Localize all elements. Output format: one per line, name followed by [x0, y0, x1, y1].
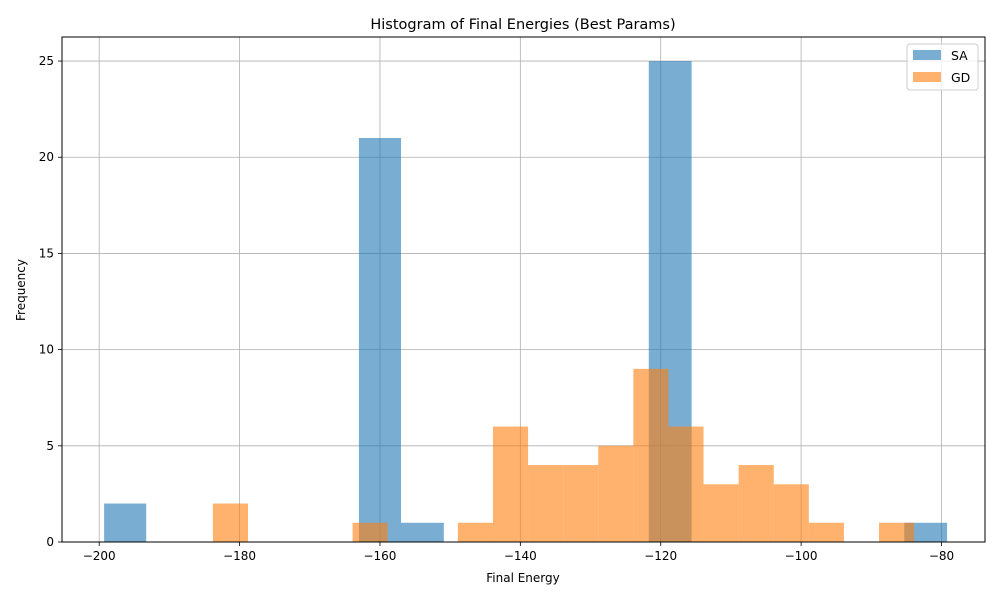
- y-tick-label: 15: [39, 246, 54, 260]
- bar-gd-12: [808, 522, 844, 542]
- y-axis-ticks: 0 5 10 15 20 25: [39, 54, 62, 549]
- y-tick-label: 20: [39, 150, 54, 164]
- y-axis-label: Frequency: [14, 259, 28, 321]
- bar-sa-2: [401, 522, 444, 542]
- bar-gd-3: [492, 426, 529, 542]
- x-tick-label: −80: [929, 549, 954, 563]
- y-tick-label: 5: [46, 439, 54, 453]
- legend-swatch-gd: [913, 72, 941, 82]
- x-tick-label: −180: [223, 549, 256, 563]
- bar-gd-9: [703, 484, 739, 542]
- bar-gd-0: [212, 503, 249, 542]
- bar-sa-4: [904, 522, 948, 542]
- legend-label-sa: SA: [951, 48, 968, 63]
- x-axis-label: Final Energy: [486, 571, 559, 585]
- bar-gd-8: [668, 426, 704, 542]
- bar-gd-7: [633, 368, 669, 542]
- plot-frame: [61, 36, 986, 543]
- x-tick-label: −200: [83, 549, 116, 563]
- x-tick-label: −140: [504, 549, 537, 563]
- y-tick-label: 0: [46, 535, 54, 549]
- bar-gd-2: [457, 522, 493, 542]
- legend-swatch-sa: [913, 50, 941, 60]
- bar-sa-1: [358, 138, 402, 542]
- legend-label-gd: GD: [951, 70, 970, 85]
- x-tick-label: −120: [644, 549, 677, 563]
- bar-gd-1: [352, 522, 388, 542]
- x-tick-label: −160: [363, 549, 396, 563]
- bar-sa-0: [104, 503, 147, 542]
- bar-gd-5: [563, 465, 599, 542]
- bar-gd-4: [528, 465, 564, 542]
- y-tick-label: 10: [39, 343, 54, 357]
- bar-gd-6: [598, 445, 634, 542]
- bar-gd-10: [738, 465, 774, 542]
- y-tick-label: 25: [39, 54, 54, 68]
- bar-gd-11: [773, 484, 809, 542]
- bar-gd-13: [879, 522, 915, 542]
- x-tick-label: −100: [785, 549, 818, 563]
- x-axis-ticks: −200 −180 −160 −140 −120 −100 −80: [83, 542, 954, 563]
- histogram-bars: [104, 61, 948, 543]
- chart-title: Histogram of Final Energies (Best Params…: [370, 17, 675, 33]
- legend: SA GD: [906, 43, 979, 91]
